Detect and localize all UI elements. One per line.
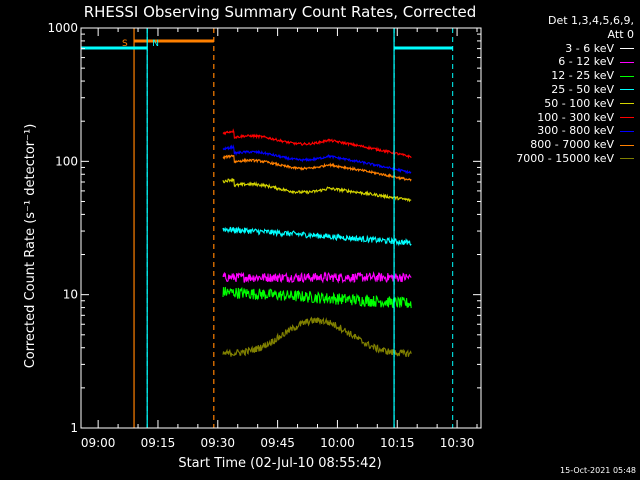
legend-label: 300 - 800 keV bbox=[537, 124, 614, 138]
legend-swatch bbox=[620, 130, 634, 132]
legend-label: 100 - 300 keV bbox=[537, 110, 614, 124]
y-tick-label: 1 bbox=[70, 421, 78, 435]
legend-label: 3 - 6 keV bbox=[565, 41, 614, 55]
legend-swatch bbox=[620, 47, 634, 49]
legend-label: 25 - 50 keV bbox=[551, 82, 614, 96]
legend-item: 6 - 12 keV bbox=[478, 55, 634, 69]
x-tick-label: 09:00 bbox=[81, 436, 116, 450]
legend-label: 7000 - 15000 keV bbox=[516, 151, 614, 165]
series-line-8 bbox=[222, 154, 412, 182]
series-line-9 bbox=[222, 316, 412, 358]
x-tick-label: 09:30 bbox=[200, 436, 235, 450]
night-label: N bbox=[152, 39, 159, 49]
legend-item: 7000 - 15000 keV bbox=[478, 152, 634, 166]
legend-item: 800 - 7000 keV bbox=[478, 138, 634, 152]
legend-item: 3 - 6 keV bbox=[478, 42, 634, 56]
legend-label: 12 - 25 keV bbox=[551, 69, 614, 83]
legend-swatch bbox=[620, 158, 634, 160]
series-line-2 bbox=[222, 270, 412, 284]
series-line-3 bbox=[222, 286, 412, 309]
legend-swatch bbox=[620, 144, 634, 146]
x-tick-label: 09:15 bbox=[141, 436, 176, 450]
legend-label: 6 - 12 keV bbox=[558, 55, 614, 69]
legend-item: 300 - 800 keV bbox=[478, 124, 634, 138]
x-tick-label: 10:30 bbox=[440, 436, 475, 450]
legend-header-detectors: Det 1,3,4,5,6,9, bbox=[547, 14, 634, 27]
legend: Det 1,3,4,5,6,9, Att 0 3 - 6 keV 6 - 12 k… bbox=[478, 14, 634, 166]
legend-item: 50 - 100 keV bbox=[478, 97, 634, 111]
legend-swatch bbox=[620, 75, 634, 77]
saa-label: S bbox=[122, 39, 128, 49]
series-line-5 bbox=[222, 178, 412, 203]
x-tick-label: 09:45 bbox=[260, 436, 295, 450]
x-axis-label: Start Time (02-Jul-10 08:55:42) bbox=[178, 456, 381, 471]
legend-swatch bbox=[620, 89, 634, 91]
chart-title: RHESSI Observing Summary Count Rates, Co… bbox=[84, 3, 477, 21]
series-line-1 bbox=[222, 365, 412, 429]
y-axis-label: Corrected Count Rate (s⁻¹ detector⁻¹) bbox=[23, 124, 38, 369]
y-tick-label: 1000 bbox=[47, 21, 78, 35]
legend-swatch bbox=[620, 116, 634, 118]
axes-frame bbox=[80, 27, 482, 429]
legend-swatch bbox=[620, 61, 634, 63]
legend-item: 100 - 300 keV bbox=[478, 111, 634, 125]
legend-label: 50 - 100 keV bbox=[544, 96, 614, 110]
legend-label: 800 - 7000 keV bbox=[530, 138, 614, 152]
series-line-4 bbox=[222, 226, 412, 247]
y-tick-label: 10 bbox=[63, 288, 78, 302]
legend-item: 25 - 50 keV bbox=[478, 83, 634, 97]
timestamp: 15-Oct-2021 05:48 bbox=[560, 466, 636, 475]
x-tick-label: 10:00 bbox=[320, 436, 355, 450]
legend-swatch bbox=[620, 103, 634, 105]
legend-header-attenuator: Att 0 bbox=[607, 27, 634, 41]
series-line-7 bbox=[222, 144, 412, 175]
series-line-6 bbox=[222, 128, 412, 160]
legend-item: 12 - 25 keV bbox=[478, 69, 634, 83]
plot-area: S N 1 10 100 1000 09:00 09:15 09:30 09:45 10:00 10:… bbox=[47, 21, 482, 450]
x-tick-label: 10:15 bbox=[380, 436, 415, 450]
y-tick-label: 100 bbox=[55, 154, 78, 168]
